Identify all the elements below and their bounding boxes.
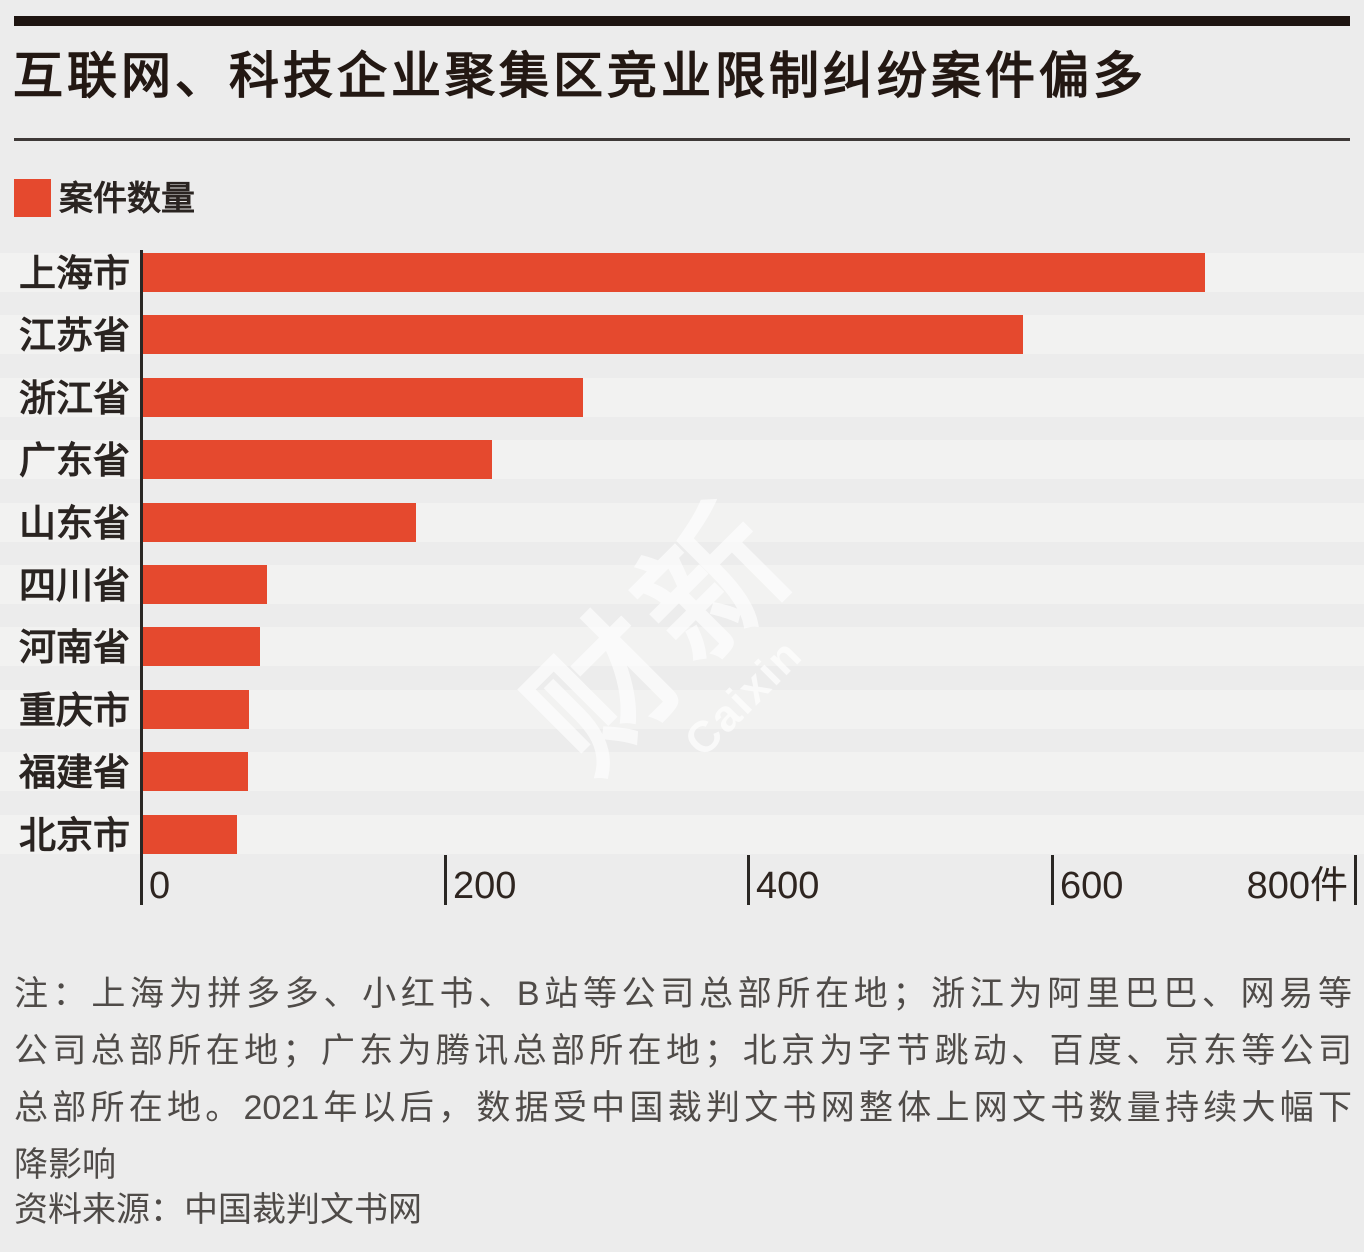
x-axis-tick-label: 200 <box>453 865 517 907</box>
category-label: 山东省 <box>19 503 130 544</box>
legend-label: 案件数量 <box>59 180 195 218</box>
bar <box>143 503 416 542</box>
footnote-line: 公司总部所在地；广东为腾讯总部所在地；北京为字节跳动、百度、京东等公司 <box>14 1032 1352 1070</box>
y-axis-line <box>140 250 143 905</box>
bar <box>143 752 248 791</box>
data-source: 资料来源：中国裁判文书网 <box>14 1191 422 1229</box>
category-label: 四川省 <box>19 565 130 606</box>
x-axis-tick <box>747 855 750 905</box>
footnote-line: 注：上海为拼多多、小红书、B站等公司总部所在地；浙江为阿里巴巴、网易等 <box>14 975 1352 1013</box>
category-label: 河南省 <box>19 627 130 668</box>
x-axis-tick-label: 600 <box>1060 865 1124 907</box>
bar <box>143 253 1205 292</box>
chart-title: 互联网、科技企业聚集区竞业限制纠纷案件偏多 <box>13 48 1147 104</box>
top-accent-bar <box>14 16 1350 26</box>
category-label: 浙江省 <box>19 378 130 419</box>
bar <box>143 565 267 604</box>
bar <box>143 690 249 729</box>
x-axis-tick-label: 0 <box>149 865 171 907</box>
x-axis-tick <box>444 855 447 905</box>
category-label: 重庆市 <box>19 690 130 731</box>
category-label: 上海市 <box>19 253 130 294</box>
bar <box>143 815 237 854</box>
category-label: 广东省 <box>19 440 130 481</box>
category-label: 北京市 <box>19 815 130 856</box>
bar <box>143 627 260 666</box>
x-axis-tick-label: 400 <box>756 865 820 907</box>
footnote-line: 降影响 <box>14 1146 116 1184</box>
bar <box>143 440 492 479</box>
category-label: 福建省 <box>19 752 130 793</box>
x-axis-tick <box>1354 855 1357 905</box>
x-axis-tick-label: 800件 <box>1246 865 1348 907</box>
legend-swatch-icon <box>14 179 51 217</box>
title-divider <box>14 138 1350 141</box>
bar <box>143 378 583 417</box>
x-axis-tick <box>1051 855 1054 905</box>
footnote-line: 总部所在地。2021年以后，数据受中国裁判文书网整体上网文书数量持续大幅下 <box>14 1089 1352 1127</box>
footnote: 注：上海为拼多多、小红书、B站等公司总部所在地；浙江为阿里巴巴、网易等 公司总部… <box>14 966 1352 1194</box>
bar <box>143 315 1023 354</box>
category-label: 江苏省 <box>19 315 130 356</box>
